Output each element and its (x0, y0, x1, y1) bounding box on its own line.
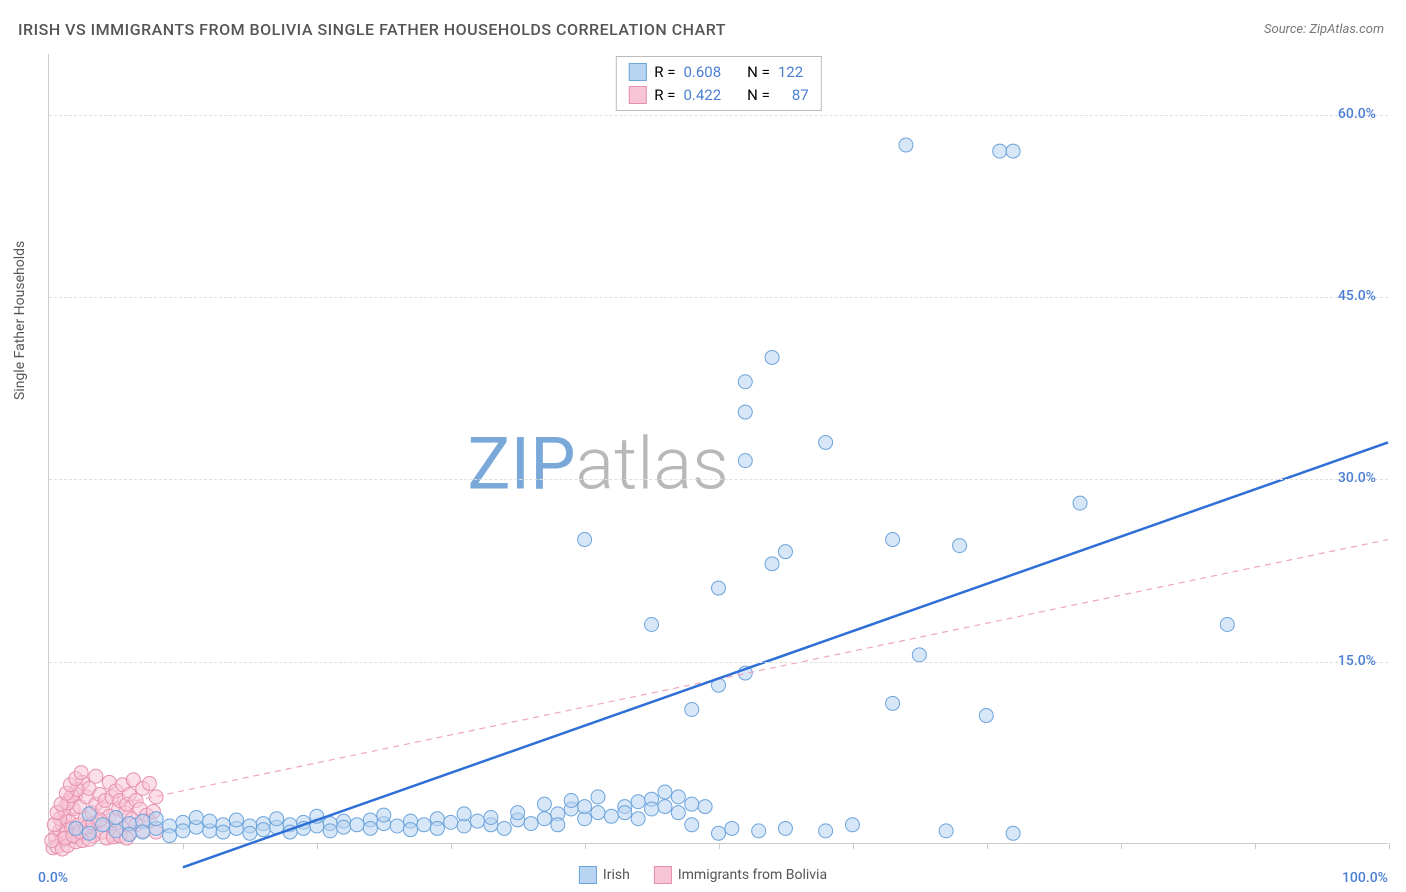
gridline (49, 479, 1388, 480)
stats-r-label-2: R = (654, 84, 675, 107)
chart-title: IRISH VS IMMIGRANTS FROM BOLIVIA SINGLE … (18, 20, 726, 39)
stats-r-value-2: 0.422 (683, 84, 721, 107)
stats-n-label-2: N = (747, 84, 770, 107)
swatch-pink (628, 86, 646, 104)
stats-r-value-1: 0.608 (683, 61, 721, 84)
x-tick (49, 843, 50, 849)
stats-n-label-1: N = (747, 61, 770, 84)
x-tick (451, 843, 452, 849)
x-tick (1389, 843, 1390, 849)
legend-label-1: Irish (603, 867, 630, 883)
source-prefix: Source: (1264, 22, 1309, 37)
stats-n-value-2: 87 (792, 84, 809, 107)
legend-item-2: Immigrants from Bolivia (654, 866, 827, 884)
plot-area: R = 0.608 N = 122 R = 0.422 N = 87 ZIPat… (48, 54, 1388, 844)
y-tick-label: 60.0% (1338, 106, 1376, 122)
x-tick (1121, 843, 1122, 849)
gridline (49, 115, 1388, 116)
stats-r-label-1: R = (654, 61, 675, 84)
stats-n-value-1: 122 (778, 61, 803, 84)
stats-row-1: R = 0.608 N = 122 (628, 61, 808, 84)
source-attribution: Source: ZipAtlas.com (1264, 22, 1384, 37)
bottom-legend: Irish Immigrants from Bolivia (579, 866, 827, 884)
y-axis-label: Single Father Households (12, 241, 28, 400)
source-name: ZipAtlas.com (1309, 22, 1384, 37)
x-tick (853, 843, 854, 849)
y-tick-label: 45.0% (1338, 288, 1376, 304)
x-tick (987, 843, 988, 849)
y-tick-label: 30.0% (1338, 470, 1376, 486)
x-start-label: 0.0% (38, 870, 68, 886)
x-tick (1255, 843, 1256, 849)
stats-box: R = 0.608 N = 122 R = 0.422 N = 87 (615, 56, 821, 111)
y-tick-label: 15.0% (1338, 653, 1376, 669)
chart-svg (49, 54, 1388, 843)
swatch-blue (628, 63, 646, 81)
legend-swatch-pink (654, 866, 672, 884)
legend-item-1: Irish (579, 866, 630, 884)
x-tick (585, 843, 586, 849)
x-tick (719, 843, 720, 849)
x-tick (183, 843, 184, 849)
gridline (49, 297, 1388, 298)
legend-label-2: Immigrants from Bolivia (678, 867, 827, 883)
x-tick (317, 843, 318, 849)
x-end-label: 100.0% (1342, 870, 1388, 886)
stats-row-2: R = 0.422 N = 87 (628, 84, 808, 107)
legend-swatch-blue (579, 866, 597, 884)
gridline (49, 662, 1388, 663)
